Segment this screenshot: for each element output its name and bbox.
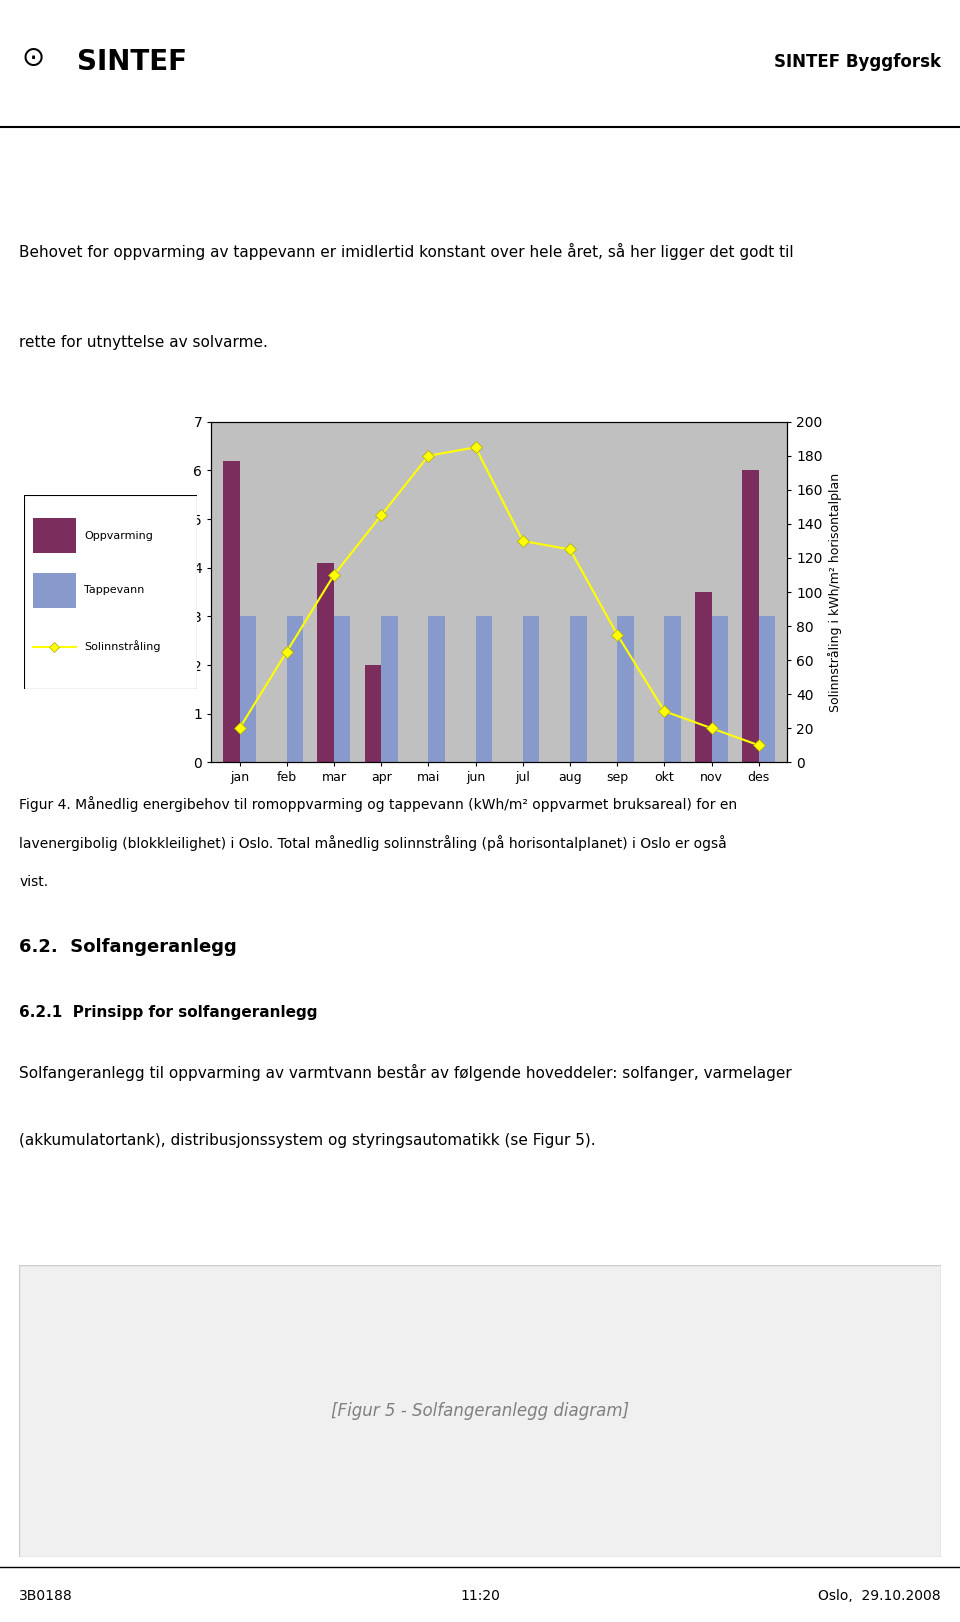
Bar (523, 616, 540, 762)
Bar (240, 616, 256, 762)
Text: Solinnstråling: Solinnstråling (84, 641, 161, 652)
Text: SINTEF: SINTEF (77, 49, 187, 76)
Bar (758, 616, 776, 762)
Text: SINTEF Byggforsk: SINTEF Byggforsk (774, 54, 941, 71)
Text: Figur 4. Månedlig energibehov til romoppvarming og tappevann (kWh/m² oppvarmet b: Figur 4. Månedlig energibehov til romopp… (19, 796, 737, 813)
Bar (33, 517, 76, 553)
Text: (akkumulatortank), distribusjonssystem og styringsautomatikk (se Figur 5).: (akkumulatortank), distribusjonssystem o… (19, 1132, 596, 1148)
Text: Tappevann: Tappevann (84, 586, 145, 595)
Text: ⊙: ⊙ (22, 44, 45, 73)
Bar (318, 563, 334, 762)
Bar (475, 616, 492, 762)
Bar (365, 665, 381, 762)
Bar (223, 461, 240, 762)
Text: vist.: vist. (19, 876, 48, 889)
Text: Solfangeranlegg til oppvarming av varmtvann består av følgende hoveddeler: solfa: Solfangeranlegg til oppvarming av varmtv… (19, 1064, 792, 1080)
Bar (428, 616, 444, 762)
Bar (381, 616, 397, 762)
Text: 3B0188: 3B0188 (19, 1590, 73, 1603)
Text: rette for utnyttelse av solvarme.: rette for utnyttelse av solvarme. (19, 334, 268, 350)
Text: 6.2.1  Prinsipp for solfangeranlegg: 6.2.1 Prinsipp for solfangeranlegg (19, 1004, 318, 1020)
Bar (570, 616, 587, 762)
Text: Behovet for oppvarming av tappevann er imidlertid konstant over hele året, så he: Behovet for oppvarming av tappevann er i… (19, 243, 794, 260)
Text: 11:20: 11:20 (460, 1590, 500, 1603)
Bar (334, 616, 350, 762)
Bar (664, 616, 681, 762)
Text: Oppvarming: Oppvarming (84, 530, 154, 540)
Bar (617, 616, 634, 762)
FancyBboxPatch shape (24, 495, 197, 689)
Bar (695, 592, 711, 762)
Y-axis label: Energibehov i kWh/m² BRA: Energibehov i kWh/m² BRA (175, 508, 188, 676)
Text: [Figur 5 - Solfangeranlegg diagram]: [Figur 5 - Solfangeranlegg diagram] (331, 1401, 629, 1421)
Text: 6.2.  Solfangeranlegg: 6.2. Solfangeranlegg (19, 938, 237, 957)
Text: Oslo,  29.10.2008: Oslo, 29.10.2008 (818, 1590, 941, 1603)
Bar (287, 616, 303, 762)
Bar (742, 470, 758, 762)
Bar (33, 573, 76, 608)
Y-axis label: Solinnstråling i kWh/m² horisontalplan: Solinnstråling i kWh/m² horisontalplan (828, 472, 842, 712)
Text: lavenergibolig (blokkleilighet) i Oslo. Total månedlig solinnstråling (på horiso: lavenergibolig (blokkleilighet) i Oslo. … (19, 835, 727, 852)
Bar (711, 616, 729, 762)
